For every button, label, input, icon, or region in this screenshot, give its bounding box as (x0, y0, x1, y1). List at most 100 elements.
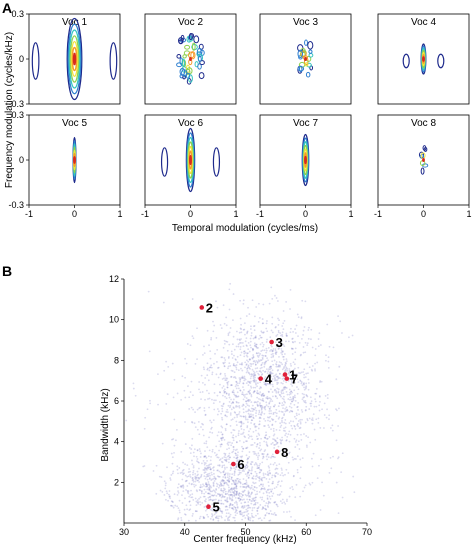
density-dot (244, 405, 247, 408)
density-dot (251, 438, 254, 441)
density-dot (261, 393, 264, 395)
density-dot (297, 409, 299, 411)
density-dot (272, 413, 275, 416)
density-dot (242, 393, 244, 396)
density-dot (199, 496, 202, 499)
density-dot (227, 512, 230, 515)
density-dot (281, 439, 284, 441)
density-dot (301, 457, 304, 460)
density-dot (264, 514, 267, 516)
speckle-contour (304, 39, 308, 46)
density-dot (258, 370, 261, 373)
density-dot (247, 485, 250, 488)
density-dot (235, 359, 237, 361)
density-dot (243, 428, 245, 431)
density-dot (247, 457, 250, 460)
density-dot (189, 391, 192, 393)
density-dot (274, 325, 277, 328)
density-dot (272, 455, 274, 458)
density-dot (304, 351, 307, 354)
density-dot (221, 433, 224, 436)
density-dot (293, 373, 296, 376)
density-dot (255, 486, 258, 489)
density-dot (258, 423, 260, 426)
density-dot (222, 476, 225, 478)
density-dot (242, 511, 245, 514)
density-dot (274, 294, 276, 297)
density-dot (246, 505, 248, 507)
density-dot (206, 367, 209, 370)
density-dot (242, 398, 245, 401)
density-dot (230, 431, 233, 434)
density-dot (258, 420, 261, 423)
density-dot (216, 492, 219, 495)
density-dot (267, 374, 270, 377)
density-dot (175, 439, 177, 442)
density-dot (256, 438, 259, 441)
density-dot (302, 490, 304, 493)
density-dot (191, 335, 194, 338)
density-dot (240, 367, 242, 370)
density-dot (323, 402, 326, 405)
density-dot (238, 480, 241, 483)
density-dot (217, 517, 220, 520)
density-dot (250, 419, 253, 422)
density-dot (192, 337, 195, 340)
density-dot (226, 519, 229, 521)
density-dot (199, 391, 202, 394)
density-dot (219, 445, 222, 448)
contour-line (67, 23, 82, 95)
density-dot (256, 442, 259, 445)
density-dot (276, 467, 279, 470)
density-dot (235, 383, 238, 386)
density-dot (286, 435, 289, 438)
density-dot (209, 366, 212, 369)
density-dot (189, 504, 192, 507)
density-dot (171, 362, 174, 365)
density-dot (194, 411, 196, 414)
density-dot (282, 355, 284, 358)
density-dot (191, 515, 194, 517)
density-dot (295, 439, 298, 442)
density-dot (247, 437, 250, 439)
density-dot (285, 366, 288, 369)
density-dot (245, 337, 248, 340)
density-dot (191, 459, 193, 462)
density-dot (252, 362, 255, 365)
density-dot (340, 471, 343, 474)
density-dot (227, 455, 229, 458)
density-dot (269, 380, 272, 382)
density-dot (264, 361, 267, 364)
density-dot (280, 351, 283, 354)
density-dot (197, 501, 200, 504)
density-dot (186, 343, 189, 345)
density-dot (184, 396, 187, 399)
density-dot (204, 466, 206, 469)
density-dot (302, 346, 305, 348)
density-dot (272, 513, 275, 516)
density-dot (242, 386, 244, 389)
density-dot (213, 498, 215, 501)
density-dot (266, 397, 269, 400)
density-dot (274, 352, 277, 355)
density-dot (257, 432, 260, 435)
density-dot (249, 362, 252, 365)
density-dot (188, 500, 191, 503)
density-dot (218, 401, 221, 403)
density-dot (248, 414, 251, 417)
density-dot (230, 384, 233, 387)
density-dot (230, 402, 233, 405)
density-dot (216, 501, 219, 504)
density-dot (260, 487, 263, 490)
density-dot (249, 389, 251, 392)
density-dot (259, 405, 262, 408)
density-dot (223, 389, 225, 392)
density-dot (260, 371, 263, 374)
density-dot (164, 487, 167, 490)
density-dot (221, 512, 224, 514)
density-dot (266, 395, 269, 398)
density-dot (245, 410, 248, 413)
density-dot (233, 348, 236, 351)
density-dot (208, 344, 210, 347)
density-dot (221, 490, 224, 492)
